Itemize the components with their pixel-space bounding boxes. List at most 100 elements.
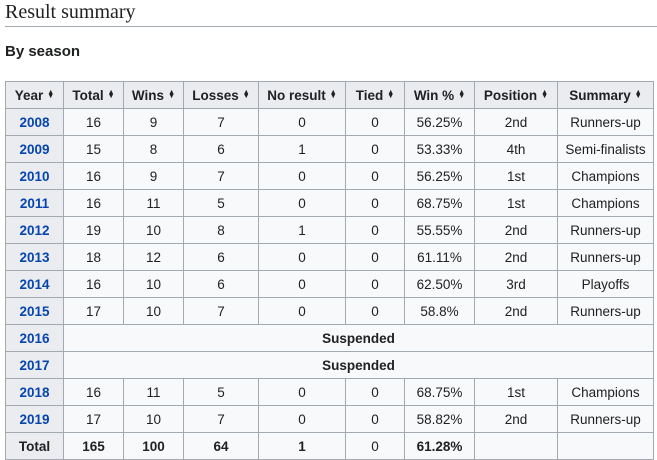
win-pct-cell: 56.25%: [404, 108, 475, 136]
sort-arrows-icon[interactable]: ▲ ▼: [242, 89, 250, 100]
year-cell[interactable]: 2018: [5, 378, 64, 406]
no-result-cell: 0: [258, 405, 346, 433]
win-pct-cell: 58.8%: [404, 297, 475, 325]
year-link[interactable]: 2019: [19, 411, 50, 427]
wins-cell: 12: [123, 243, 184, 271]
column-header-position[interactable]: Position ▲ ▼: [474, 81, 558, 109]
year-link[interactable]: 2008: [19, 114, 50, 130]
total-summary: [557, 432, 654, 460]
win-pct-cell: 56.25%: [404, 162, 475, 190]
column-header-win[interactable]: Win % ▲ ▼: [404, 81, 475, 109]
losses-cell: 5: [183, 378, 259, 406]
column-header-tied[interactable]: Tied ▲ ▼: [345, 81, 405, 109]
sort-arrows-icon[interactable]: ▲ ▼: [47, 89, 55, 100]
sort-arrows-icon[interactable]: ▲ ▼: [458, 89, 466, 100]
win-pct-cell: 58.82%: [404, 405, 475, 433]
header-row: Year ▲ ▼ Total ▲ ▼ Wins ▲ ▼ Losses ▲ ▼ No result ▲ ▼ Ti…: [5, 81, 654, 109]
losses-cell: 7: [183, 297, 259, 325]
sort-arrows-icon[interactable]: ▲ ▼: [634, 89, 642, 100]
column-label: Summary: [569, 87, 631, 103]
year-cell[interactable]: 2010: [5, 162, 64, 190]
column-label: Win %: [413, 87, 455, 103]
year-cell[interactable]: 2009: [5, 135, 64, 163]
sort-arrows-icon[interactable]: ▲ ▼: [541, 89, 549, 100]
year-link[interactable]: 2009: [19, 141, 50, 157]
total-cell: 17: [63, 297, 124, 325]
year-link[interactable]: 2011: [19, 195, 50, 211]
year-link[interactable]: 2012: [19, 222, 50, 238]
year-cell[interactable]: 2011: [5, 189, 64, 217]
losses-cell: 7: [183, 162, 259, 190]
table-row: 2015 17 10 7 0 0 58.8% 2nd Runners-up: [5, 297, 654, 325]
tied-cell: 0: [345, 243, 405, 271]
sort-arrows-icon[interactable]: ▲ ▼: [168, 89, 176, 100]
column-header-summary[interactable]: Summary ▲ ▼: [557, 81, 654, 109]
no-result-cell: 0: [258, 162, 346, 190]
losses-cell: 7: [183, 108, 259, 136]
tied-cell: 0: [345, 378, 405, 406]
no-result-cell: 1: [258, 216, 346, 244]
losses-cell: 5: [183, 189, 259, 217]
win-pct-cell: 68.75%: [404, 378, 475, 406]
table-row: 2014 16 10 6 0 0 62.50% 3rd Playoffs: [5, 270, 654, 298]
suspended-cell: Suspended: [63, 351, 654, 379]
tied-cell: 0: [345, 162, 405, 190]
year-cell[interactable]: 2017: [5, 351, 64, 379]
section-heading: Result summary: [5, 0, 657, 27]
wins-cell: 10: [123, 270, 184, 298]
wins-cell: 9: [123, 108, 184, 136]
year-cell[interactable]: 2012: [5, 216, 64, 244]
tied-cell: 0: [345, 297, 405, 325]
no-result-cell: 1: [258, 135, 346, 163]
position-cell: 3rd: [474, 270, 558, 298]
year-link[interactable]: 2010: [19, 168, 50, 184]
year-link[interactable]: 2017: [19, 357, 50, 373]
position-cell: 1st: [474, 162, 558, 190]
table-row: 2018 16 11 5 0 0 68.75% 1st Champions: [5, 378, 654, 406]
total-label: Total: [5, 432, 64, 460]
column-header-wins[interactable]: Wins ▲ ▼: [123, 81, 184, 109]
no-result-cell: 0: [258, 378, 346, 406]
no-result-cell: 0: [258, 108, 346, 136]
wins-cell: 11: [123, 189, 184, 217]
tied-cell: 0: [345, 108, 405, 136]
column-label: Tied: [355, 87, 384, 103]
year-link[interactable]: 2018: [19, 384, 50, 400]
position-cell: 4th: [474, 135, 558, 163]
column-header-year[interactable]: Year ▲ ▼: [5, 81, 64, 109]
position-cell: 1st: [474, 378, 558, 406]
losses-cell: 6: [183, 135, 259, 163]
total-cell: 16: [63, 108, 124, 136]
position-cell: 2nd: [474, 216, 558, 244]
total-cell: 17: [63, 405, 124, 433]
no-result-cell: 0: [258, 270, 346, 298]
sort-arrows-icon[interactable]: ▲ ▼: [107, 89, 115, 100]
year-cell[interactable]: 2016: [5, 324, 64, 352]
total-cell: 16: [63, 189, 124, 217]
win-pct-cell: 55.55%: [404, 216, 475, 244]
no-result-cell: 0: [258, 189, 346, 217]
column-header-total[interactable]: Total ▲ ▼: [63, 81, 124, 109]
sort-arrows-icon[interactable]: ▲ ▼: [387, 89, 395, 100]
year-link[interactable]: 2014: [19, 276, 50, 292]
column-label: Year: [14, 87, 44, 103]
year-cell[interactable]: 2019: [5, 405, 64, 433]
year-link[interactable]: 2015: [19, 303, 50, 319]
summary-cell: Playoffs: [557, 270, 654, 298]
column-header-losses[interactable]: Losses ▲ ▼: [183, 81, 259, 109]
year-cell[interactable]: 2014: [5, 270, 64, 298]
losses-cell: 8: [183, 216, 259, 244]
losses-cell: 7: [183, 405, 259, 433]
table-row: 2008 16 9 7 0 0 56.25% 2nd Runners-up: [5, 108, 654, 136]
sort-arrows-icon[interactable]: ▲ ▼: [329, 89, 337, 100]
year-link[interactable]: 2016: [19, 330, 50, 346]
column-label: No result: [267, 87, 326, 103]
wins-cell: 11: [123, 378, 184, 406]
total-win-pct: 61.28%: [404, 432, 475, 460]
year-link[interactable]: 2013: [19, 249, 50, 265]
year-cell[interactable]: 2015: [5, 297, 64, 325]
year-cell[interactable]: 2013: [5, 243, 64, 271]
year-cell[interactable]: 2008: [5, 108, 64, 136]
column-header-no-result[interactable]: No result ▲ ▼: [258, 81, 346, 109]
summary-cell: Runners-up: [557, 297, 654, 325]
